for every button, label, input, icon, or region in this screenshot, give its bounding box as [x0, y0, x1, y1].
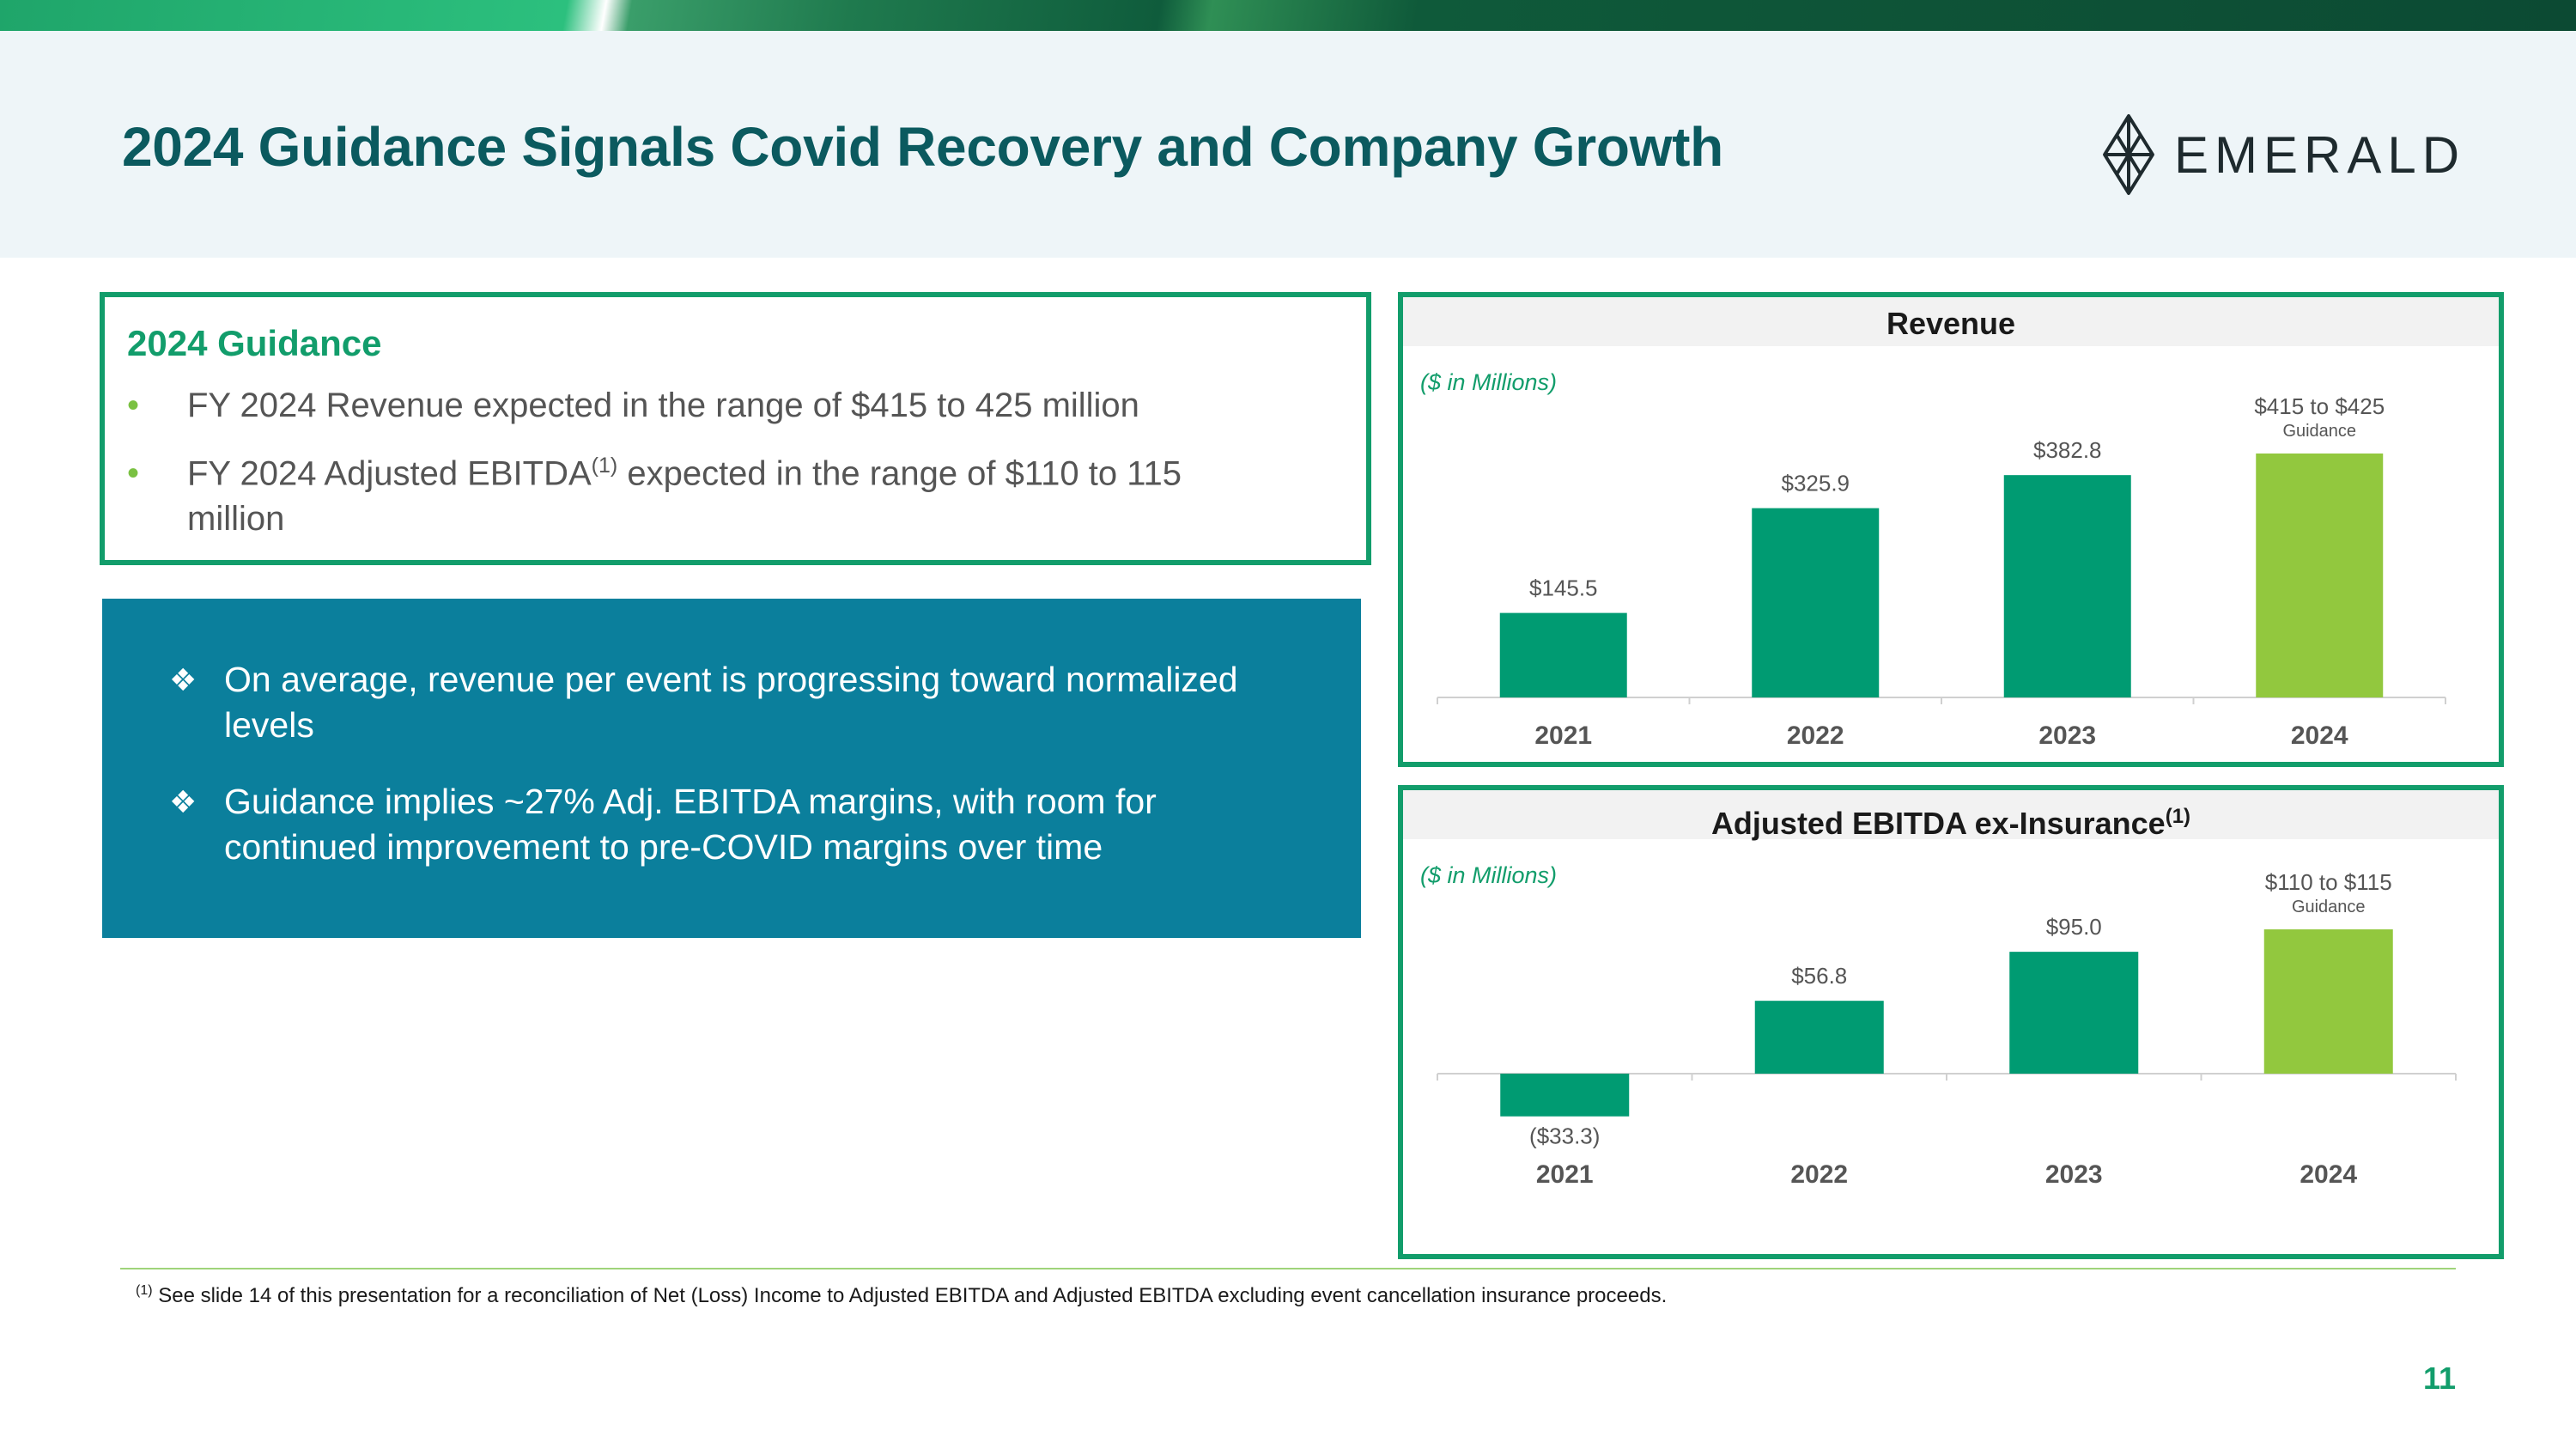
- bar-2022: [1752, 508, 1880, 697]
- category-label-2022: 2022: [1790, 1160, 1848, 1189]
- bar-2021: [1500, 1074, 1630, 1117]
- footnote: (1) See slide 14 of this presentation fo…: [136, 1283, 1667, 1308]
- ebitda-chart-plot: ($33.3) 2021 $56.8 2022 $95.0 2023 $110 to $11…: [1437, 869, 2457, 1189]
- category-label-2021: 2021: [1536, 1160, 1594, 1189]
- data-sublabel-2024: Guidance: [2292, 898, 2366, 916]
- footnote-marker: (1): [136, 1283, 153, 1298]
- revenue-units-note: ($ in Millions): [1420, 369, 1558, 395]
- emerald-logo-text: EMERALD: [2174, 125, 2466, 184]
- ebitda-chart-title: Adjusted EBITDA ex-Insurance(1): [1403, 790, 2499, 841]
- bar-2023: [2003, 475, 2131, 697]
- guidance-bullet-1: • FY 2024 Revenue expected in the range o…: [127, 387, 1139, 425]
- category-label-2023: 2023: [2038, 721, 2096, 750]
- data-label-2021: $145.5: [1529, 575, 1598, 601]
- diamond-bullet-icon: ❖: [169, 784, 197, 819]
- highlight-item-2-line2: continued improvement to pre-COVID margi…: [224, 827, 1103, 867]
- footnote-text: See slide 14 of this presentation for a …: [152, 1284, 1668, 1307]
- guidance-title: 2024 Guidance: [127, 323, 382, 363]
- bar-2024: [2263, 929, 2393, 1074]
- category-label-2024: 2024: [2291, 721, 2348, 750]
- guidance-bullet-2-line2: million: [187, 500, 285, 538]
- revenue-chart-plot: $145.5 2021 $325.9 2022 $382.8 2023 $415 to $4…: [1437, 393, 2446, 750]
- top-decorative-stripe: [0, 0, 2576, 31]
- emerald-logo: EMERALD: [2102, 112, 2465, 198]
- bullet-dot: •: [127, 454, 140, 493]
- footnote-divider: [120, 1268, 2456, 1269]
- ebitda-chart: Adjusted EBITDA ex-Insurance(1) ($ in Mi…: [1398, 785, 2504, 1259]
- slide-title: 2024 Guidance Signals Covid Recovery and…: [122, 116, 1723, 178]
- category-label-2022: 2022: [1787, 721, 1844, 750]
- page-number: 11: [2423, 1361, 2457, 1396]
- ebitda-units-note: ($ in Millions): [1420, 862, 1558, 888]
- category-label-2024: 2024: [2300, 1160, 2357, 1189]
- emerald-logo-icon: [2103, 114, 2154, 195]
- guidance-bullet-1-text: FY 2024 Revenue expected in the range of…: [187, 387, 1139, 424]
- highlight-item-1-line1: On average, revenue per event is progres…: [224, 660, 1238, 699]
- data-sublabel-2024: Guidance: [2282, 422, 2356, 441]
- highlights-box: ❖ On average, revenue per event is progr…: [102, 599, 1361, 938]
- diamond-bullet-icon: ❖: [169, 662, 197, 697]
- data-label-2024: $110 to $115: [2265, 869, 2392, 895]
- category-label-2023: 2023: [2045, 1160, 2103, 1189]
- guidance-bullet-2-text: FY 2024 Adjusted EBITDA: [187, 454, 592, 493]
- revenue-chart-title: Revenue: [1403, 297, 2499, 346]
- guidance-bullet-2-text-after: expected in the range of $110 to 115: [617, 454, 1182, 493]
- bar-2022: [1754, 1001, 1884, 1074]
- bullet-dot: •: [127, 387, 140, 424]
- data-label-2021: ($33.3): [1529, 1123, 1600, 1149]
- bar-2023: [2009, 952, 2139, 1074]
- highlight-item-2-line1: Guidance implies ~27% Adj. EBITDA margin…: [224, 782, 1157, 821]
- category-label-2021: 2021: [1534, 721, 1592, 750]
- footnote-ref: (1): [2165, 805, 2191, 828]
- footnote-ref: (1): [591, 454, 618, 478]
- ebitda-chart-title-text: Adjusted EBITDA ex-Insurance: [1710, 806, 2166, 841]
- data-label-2024: $415 to $425: [2254, 393, 2385, 419]
- guidance-bullet-2: • FY 2024 Adjusted EBITDA(1) expected in …: [127, 454, 1182, 493]
- data-label-2023: $95.0: [2046, 914, 2102, 940]
- bar-2024: [2256, 454, 2384, 697]
- guidance-box: 2024 Guidance • FY 2024 Revenue expected …: [100, 292, 1371, 565]
- revenue-chart: Revenue ($ in Millions) $145.5 2021 $325.9…: [1398, 292, 2504, 767]
- data-label-2022: $56.8: [1791, 963, 1847, 989]
- highlight-item-1-line2: levels: [224, 705, 314, 745]
- data-label-2023: $382.8: [2033, 437, 2102, 463]
- data-label-2022: $325.9: [1781, 471, 1850, 496]
- bar-2021: [1499, 612, 1627, 697]
